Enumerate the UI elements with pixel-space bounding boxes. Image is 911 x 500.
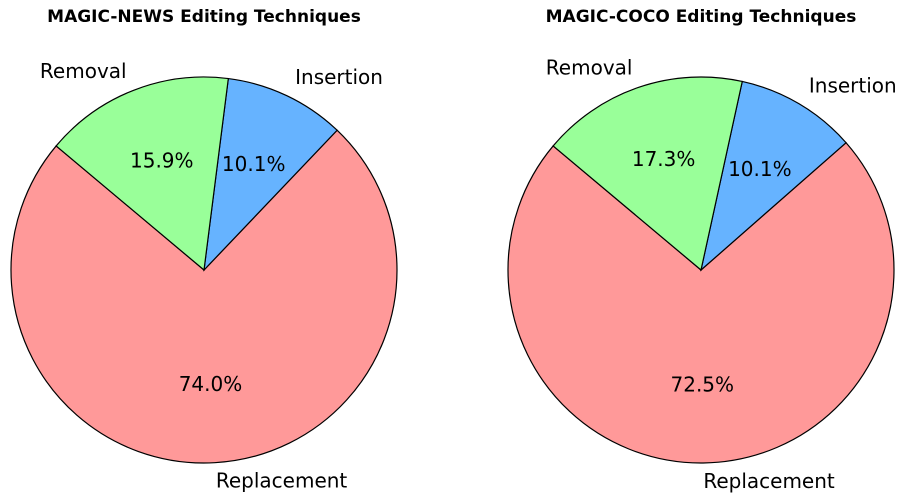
pie-slice — [507, 141, 895, 464]
slice-label: Removal — [546, 56, 633, 80]
pie-slice — [203, 77, 338, 272]
pie-slice — [55, 76, 229, 272]
pie-slice — [10, 129, 398, 464]
chart-title: MAGIC-COCO Editing Techniques — [546, 7, 857, 27]
slice-label: Insertion — [295, 65, 383, 89]
slice-label: Insertion — [809, 74, 897, 98]
slice-label: Replacement — [703, 469, 835, 493]
slice-label: Removal — [40, 59, 127, 83]
pie-slice — [552, 76, 743, 272]
value-label: 17.3% — [632, 147, 696, 171]
pie-slice — [700, 80, 847, 272]
slice-label: Replacement — [216, 468, 348, 492]
value-label: 74.0% — [179, 372, 243, 396]
value-label: 10.1% — [728, 157, 792, 181]
value-label: 10.1% — [222, 152, 286, 176]
value-label: 72.5% — [671, 372, 735, 396]
chart-title: MAGIC-NEWS Editing Techniques — [47, 7, 361, 27]
value-label: 15.9% — [130, 149, 194, 173]
